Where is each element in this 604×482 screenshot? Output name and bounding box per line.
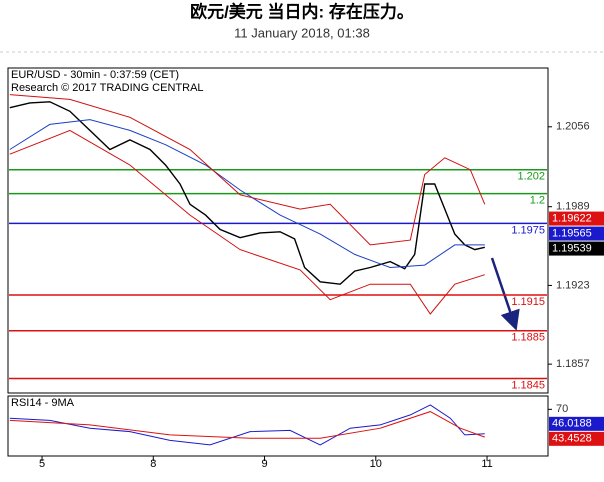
panel-subtitle: Research © 2017 TRADING CENTRAL <box>11 82 204 94</box>
series-line <box>9 404 485 446</box>
x-tick-label: 9 <box>261 458 267 470</box>
price-label-box <box>549 226 604 241</box>
price-label: 1.19622 <box>552 212 592 224</box>
panel-title: EUR/USD - 30min - 0:37:59 (CET) <box>11 69 179 81</box>
y-tick-label: 1.2056 <box>556 121 590 133</box>
price-label-box <box>549 241 604 256</box>
series-line <box>9 119 485 269</box>
y-tick-label: 1.1989 <box>556 201 590 213</box>
y-tick-label: 1.1857 <box>556 358 590 370</box>
x-tick-label: 8 <box>150 458 156 470</box>
price-label-box <box>549 431 604 446</box>
level-label: 1.1975 <box>511 224 545 236</box>
price-label: 46.0188 <box>552 418 592 430</box>
forecast-arrow <box>490 257 520 331</box>
x-tick-label: 10 <box>370 458 382 470</box>
x-tick-label: 11 <box>481 458 492 470</box>
series-line <box>9 94 486 246</box>
rsi-title: RSI14 - 9MA <box>11 397 75 409</box>
page-subtitle: 11 January 2018, 01:38 <box>234 25 370 40</box>
y-tick-label: 70 <box>556 403 568 415</box>
rsi-panel <box>7 395 549 457</box>
series-line <box>9 129 485 315</box>
level-label: 1.202 <box>517 171 545 183</box>
y-tick-label: 1.1923 <box>556 279 590 291</box>
price-label: 1.19565 <box>552 227 592 239</box>
price-panel <box>7 67 549 394</box>
level-label: 1.2 <box>530 194 545 206</box>
price-label: 43.4528 <box>552 433 592 445</box>
series-line <box>9 101 485 285</box>
level-label: 1.1885 <box>511 332 545 344</box>
series-line <box>9 411 485 439</box>
level-label: 1.1845 <box>511 379 545 391</box>
price-label: 1.19539 <box>552 242 592 254</box>
price-label-box <box>549 416 604 431</box>
price-label-box <box>549 211 604 226</box>
level-label: 1.1915 <box>511 296 545 308</box>
page-title: 欧元/美元 当日内: 存在压力。 <box>190 1 414 21</box>
x-tick-label: 5 <box>39 458 45 470</box>
